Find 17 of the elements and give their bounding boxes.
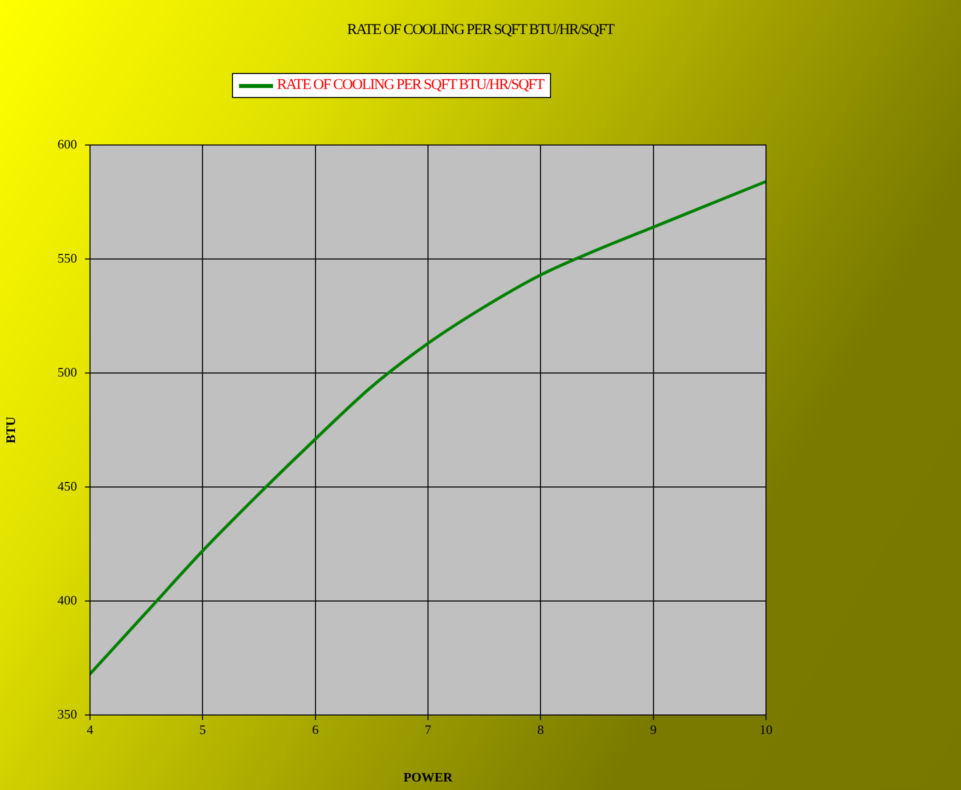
y-tick-label: 350 [58, 706, 77, 722]
x-tick-label: 7 [424, 722, 432, 738]
x-tick-label: 8 [537, 722, 544, 738]
x-tick-label: 5 [199, 722, 206, 738]
x-tick-label: 6 [312, 722, 320, 738]
x-tick-label: 10 [760, 722, 772, 738]
y-tick-label: 500 [58, 364, 77, 380]
legend-label: RATE OF COOLING PER SQFT BTU/HR/SQFT [277, 77, 544, 94]
x-tick-label: 4 [86, 722, 94, 738]
y-tick-label: 450 [58, 478, 77, 494]
y-tick-label: 600 [58, 136, 77, 152]
y-tick-label: 550 [58, 250, 77, 266]
y-axis-title: BTU [3, 416, 18, 444]
x-tick-label: 9 [650, 722, 657, 738]
chart-title: RATE OF COOLING PER SQFT BTU/HR/SQFT [346, 22, 616, 39]
x-axis-title: POWER [403, 770, 454, 785]
y-tick-label: 400 [58, 592, 77, 608]
